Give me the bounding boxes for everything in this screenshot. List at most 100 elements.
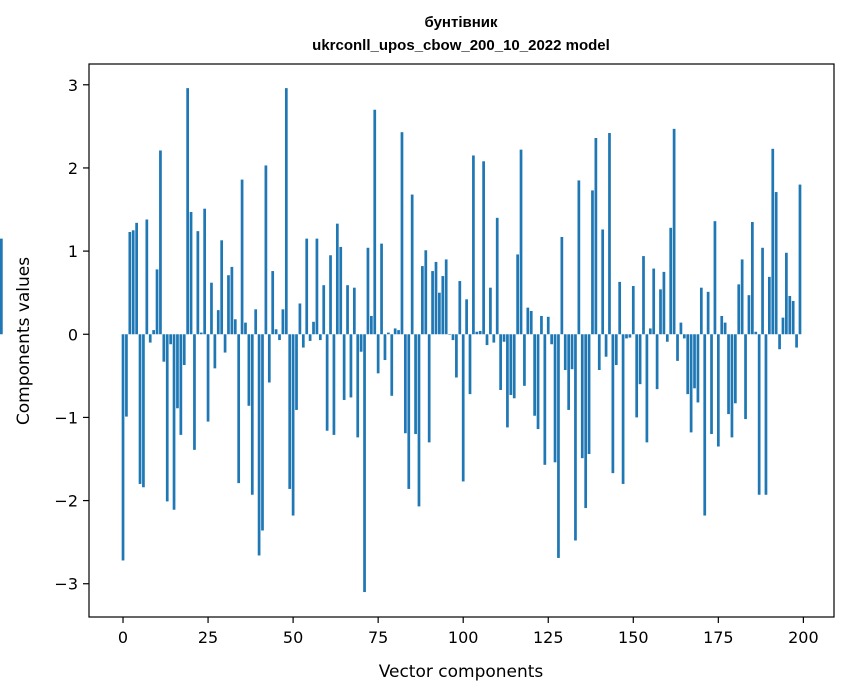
bar-component-122 [536,334,540,430]
x-tick-label: 200 [788,628,819,647]
bar-component-111 [499,334,502,390]
bar-component-151 [635,334,639,418]
bar-component-154 [645,334,649,443]
bar-component-12 [162,334,166,362]
x-tick-label: 100 [448,628,479,647]
bar-component-4 [135,222,138,335]
y-tick-label: −3 [54,575,78,594]
bar-component-23 [199,332,203,335]
bar-component-78 [387,332,390,335]
bar-component-140 [597,334,601,371]
bar-component-88 [421,266,424,335]
bar-component-199 [798,184,802,335]
bar-component-157 [655,334,659,390]
bar-component-60 [325,334,329,431]
bar-component-14 [169,334,172,345]
bar-component-134 [577,180,581,335]
bar-component-72 [366,247,370,335]
bar-component-130 [563,334,567,371]
bar-component-145 [614,334,618,366]
bar-component-113 [506,334,509,428]
bar-component-141 [601,229,605,335]
bar-component-98 [455,334,458,378]
y-axis-ticks: −3 −2 −1 0 1 2 3 [54,76,89,594]
bar-component-29 [220,240,224,335]
bar-component-9 [152,330,155,335]
bar-component-165 [682,334,686,339]
bar-component-81 [397,330,400,335]
bar-component-135 [580,334,584,459]
bar-component-22 [196,231,200,335]
bar-component-7 [145,219,149,335]
bar-component-129 [560,236,564,335]
bar-component-198 [795,334,798,348]
bar-component-67 [349,334,353,398]
bar-component-139 [594,138,598,335]
y-tick-label: 1 [68,242,78,261]
bar-component-159 [662,271,666,335]
bar-component-65 [342,334,346,400]
bar-component-46 [278,334,281,341]
bar-component-68 [352,287,356,335]
bar-component-148 [625,334,628,339]
bar-component-170 [699,287,703,335]
bar-component-54 [305,238,309,335]
bar-component-90 [427,334,431,443]
bar-component-undefined [0,238,3,335]
bar-component-57 [315,238,319,335]
bar-component-6 [142,334,145,488]
bar-component-132 [570,334,574,370]
bar-component-188 [761,247,764,335]
bar-component-27 [213,334,217,369]
bar-component-163 [676,334,679,361]
bar-component-178 [727,334,730,415]
bar-component-30 [223,334,227,353]
bar-component-28 [216,310,220,335]
bar-component-55 [308,334,312,341]
bar-component-93 [438,292,441,335]
chart-title: бунтівник [425,14,498,31]
bar-component-155 [648,328,652,335]
bar-component-17 [179,334,183,435]
chart-subtitle: ukrconll_upos_cbow_200_10_2022 model [312,37,610,54]
x-tick-label: 75 [368,628,388,647]
bar-component-2 [128,231,132,335]
x-tick-label: 175 [703,628,734,647]
bar-component-120 [529,310,533,335]
bar-component-103 [472,155,475,335]
bar-component-177 [723,322,727,335]
bar-component-183 [744,334,747,420]
bar-component-164 [679,322,683,335]
bar-component-89 [424,250,428,335]
bar-component-152 [638,334,642,385]
bar-component-195 [785,252,788,335]
bar-component-36 [244,322,247,335]
bar-component-18 [182,334,186,366]
bar-component-53 [301,334,305,348]
bar-component-96 [448,334,451,335]
bar-component-102 [468,334,472,395]
bar-component-19 [186,88,190,335]
bar-component-109 [492,334,496,343]
bar-component-91 [431,271,434,335]
bar-component-168 [693,334,696,389]
bar-component-156 [652,268,656,335]
bar-component-66 [346,285,349,335]
bar-component-62 [332,334,336,435]
bar-component-149 [628,334,632,338]
bar-component-38 [250,334,254,495]
bar-component-185 [751,222,754,335]
bar-component-59 [322,285,326,335]
bar-component-181 [737,284,741,335]
bar-component-56 [312,321,315,335]
bar-component-41 [261,334,264,531]
bar-component-42 [264,165,268,335]
bar-component-176 [720,315,724,335]
bar-component-171 [703,334,707,516]
bar-component-162 [672,128,676,335]
bar-component-180 [733,334,737,404]
bar-component-50 [291,334,295,516]
bar-component-49 [288,334,292,489]
bar-component-84 [407,334,411,489]
bar-component-15 [172,334,176,510]
